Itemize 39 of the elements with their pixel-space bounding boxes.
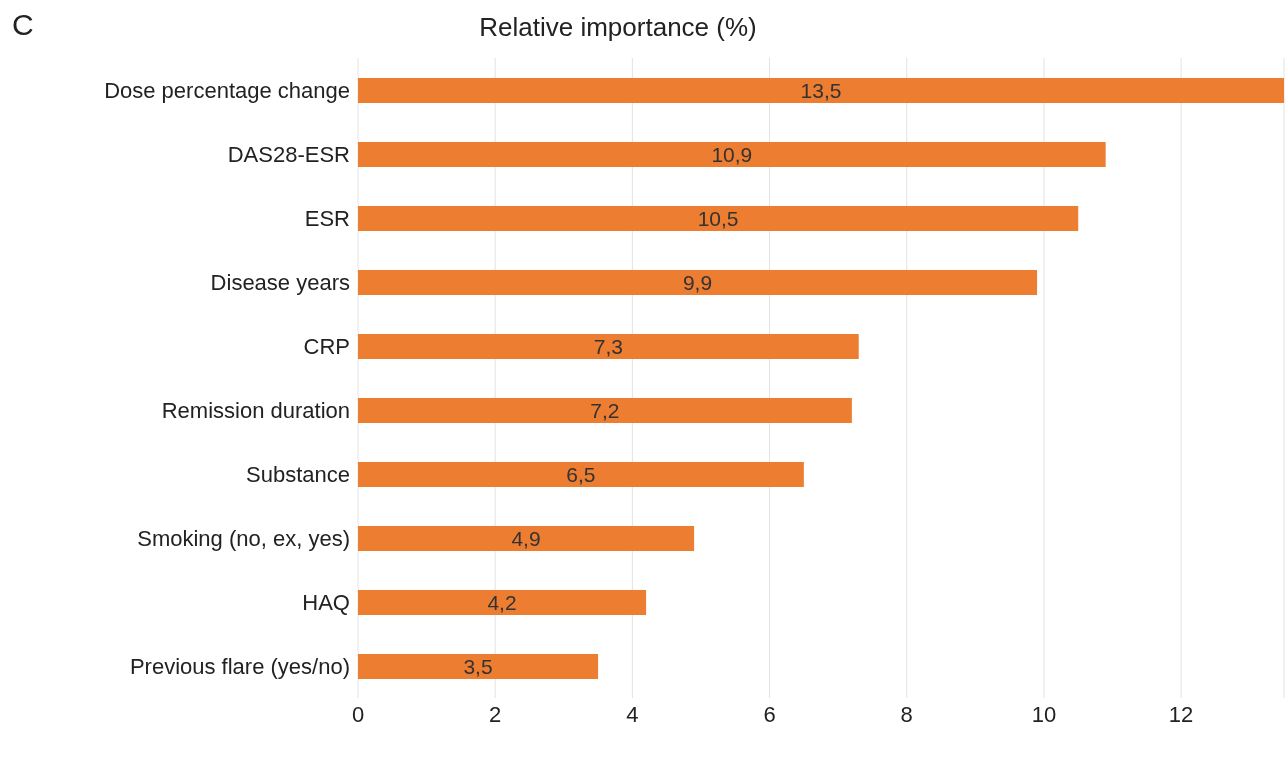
y-tick-label: HAQ — [302, 589, 350, 615]
bar — [358, 78, 1284, 103]
text: C — [12, 8, 34, 42]
data-label: 7,3 — [593, 334, 623, 358]
x-tick-label: 4 — [626, 701, 639, 727]
x-tick-label: 12 — [1168, 701, 1194, 727]
y-tick-label: Smoking (no, ex, yes) — [137, 525, 350, 551]
x-tick-label: 0 — [351, 701, 365, 727]
y-tick-label: Substance — [246, 461, 350, 487]
y-tick-label: DAS28-ESR — [227, 141, 350, 167]
y-tick-label: Dose percentage change — [104, 77, 350, 103]
y-tick-label: Remission duration — [161, 397, 350, 423]
x-tick-label: 2 — [489, 701, 502, 727]
x-tick-label: 8 — [900, 701, 913, 727]
bar — [358, 590, 647, 615]
data-label: 4,9 — [511, 526, 541, 550]
x-tick-label: 10 — [1031, 701, 1057, 727]
data-label: 4,2 — [487, 590, 517, 614]
chart-title: Relative importance (%) — [479, 12, 757, 42]
x-tick-label: 6 — [763, 701, 776, 727]
data-label: 10,5 — [697, 206, 739, 230]
y-tick-label: ESR — [304, 205, 350, 231]
bar — [358, 206, 1079, 231]
data-label: 7,2 — [590, 398, 620, 422]
bar — [358, 398, 852, 423]
data-label: 9,9 — [682, 270, 713, 294]
bar — [358, 654, 599, 679]
bar — [358, 142, 1106, 167]
bar — [358, 334, 859, 359]
data-label: 3,5 — [463, 654, 493, 678]
data-label: 6,5 — [566, 462, 596, 486]
y-tick-label: Previous flare (yes/no) — [129, 653, 350, 679]
y-tick-label: CRP — [303, 333, 350, 359]
bar — [358, 462, 804, 487]
data-label: 13,5 — [800, 78, 842, 102]
y-tick-label: Disease years — [210, 269, 350, 295]
bar — [358, 526, 695, 551]
bar — [358, 270, 1038, 295]
data-label: 10,9 — [711, 142, 753, 166]
